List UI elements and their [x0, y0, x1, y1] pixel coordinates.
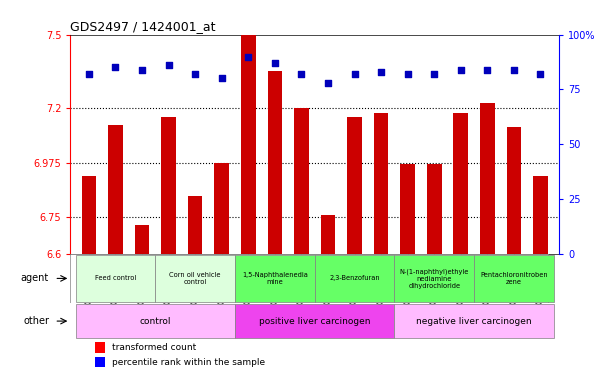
Point [430, 71, 439, 77]
Bar [294, 108, 309, 254]
Bar [235, 304, 394, 338]
Bar [95, 342, 106, 353]
Text: 1,5-Naphthalenedia
mine: 1,5-Naphthalenedia mine [242, 272, 308, 285]
Point [84, 71, 93, 77]
Bar [400, 164, 415, 254]
Point [270, 60, 280, 66]
Text: 2,3-Benzofuran: 2,3-Benzofuran [329, 275, 380, 281]
Point [509, 66, 519, 73]
Bar [155, 255, 235, 302]
Bar [214, 162, 229, 254]
Bar [394, 304, 554, 338]
Bar [453, 113, 468, 254]
Bar [374, 113, 389, 254]
Text: agent: agent [21, 273, 49, 283]
Point [111, 65, 120, 71]
Bar [108, 125, 123, 254]
Bar [315, 255, 394, 302]
Point [349, 71, 359, 77]
Bar [474, 255, 554, 302]
Point [323, 80, 333, 86]
Point [217, 75, 227, 81]
Text: positive liver carcinogen: positive liver carcinogen [259, 316, 370, 326]
Bar [507, 127, 521, 254]
Bar [321, 215, 335, 254]
Bar [533, 176, 548, 254]
Bar [76, 255, 155, 302]
Point [190, 71, 200, 77]
Text: negative liver carcinogen: negative liver carcinogen [416, 316, 532, 326]
Bar [347, 118, 362, 254]
Point [376, 69, 386, 75]
Point [403, 71, 412, 77]
Bar [241, 35, 255, 254]
Bar [235, 255, 315, 302]
Text: GDS2497 / 1424001_at: GDS2497 / 1424001_at [70, 20, 216, 33]
Text: Corn oil vehicle
control: Corn oil vehicle control [169, 272, 221, 285]
Point [243, 53, 253, 60]
Point [296, 71, 306, 77]
Bar [95, 357, 106, 367]
Bar [161, 118, 176, 254]
Text: Feed control: Feed control [95, 275, 136, 281]
Bar [188, 195, 202, 254]
Bar [394, 255, 474, 302]
Bar [268, 71, 282, 254]
Point [137, 66, 147, 73]
Text: Pentachloronitroben
zene: Pentachloronitroben zene [480, 272, 547, 285]
Bar [427, 164, 442, 254]
Point [483, 66, 492, 73]
Bar [480, 103, 495, 254]
Bar [134, 225, 149, 254]
Text: control: control [139, 316, 171, 326]
Bar [81, 176, 96, 254]
Bar [76, 304, 235, 338]
Text: percentile rank within the sample: percentile rank within the sample [112, 358, 265, 367]
Point [456, 66, 466, 73]
Point [164, 62, 174, 68]
Point [536, 71, 546, 77]
Text: other: other [23, 316, 49, 326]
Text: N-(1-naphthyl)ethyle
nediamine
dihydrochloride: N-(1-naphthyl)ethyle nediamine dihydroch… [400, 268, 469, 289]
Text: transformed count: transformed count [112, 343, 196, 352]
